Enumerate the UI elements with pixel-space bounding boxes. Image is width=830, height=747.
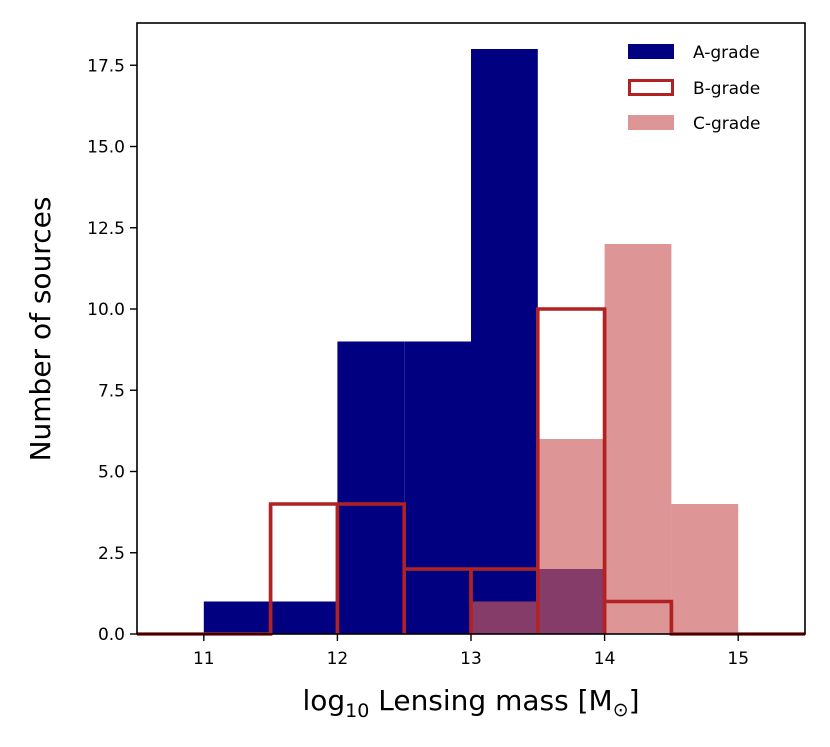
legend-swatch-a-grade xyxy=(628,44,674,59)
y-tick-label: 17.5 xyxy=(87,56,125,76)
c-grade-bars xyxy=(471,244,739,634)
c-grade-bar-5 xyxy=(471,601,538,634)
x-tick-label: 12 xyxy=(327,649,349,669)
x-tick-label: 13 xyxy=(460,649,482,669)
x-axis: 11 12 13 14 15 xyxy=(193,634,749,669)
x-tick-label: 11 xyxy=(193,649,215,669)
a-grade-bar-5 xyxy=(471,49,538,634)
c-grade-bar-8 xyxy=(671,504,739,634)
legend: A-grade B-grade C-grade xyxy=(628,43,760,134)
y-tick-label: 2.5 xyxy=(98,544,125,564)
y-tick-label: 0.0 xyxy=(98,625,125,645)
a-grade-bar-3 xyxy=(337,341,405,634)
y-tick-label: 15.0 xyxy=(87,138,125,158)
y-axis-label: Number of sources xyxy=(24,197,57,462)
c-grade-bar-6 xyxy=(537,439,605,634)
y-tick-label: 10.0 xyxy=(87,300,125,320)
legend-label-a-grade: A-grade xyxy=(693,43,760,63)
x-tick-label: 15 xyxy=(727,649,749,669)
x-axis-label: log10 Lensing mass [M⊙] xyxy=(302,684,639,722)
legend-label-c-grade: C-grade xyxy=(693,114,760,134)
legend-label-b-grade: B-grade xyxy=(693,79,760,99)
x-tick-label: 14 xyxy=(594,649,616,669)
legend-swatch-c-grade xyxy=(628,115,674,130)
a-grade-bars xyxy=(203,49,605,634)
a-grade-bar-1 xyxy=(203,601,271,634)
a-grade-bar-2 xyxy=(270,601,338,634)
a-grade-bar-4 xyxy=(404,341,471,634)
b-grade-step xyxy=(137,307,805,636)
y-tick-label: 5.0 xyxy=(98,463,125,483)
legend-swatch-b-grade xyxy=(628,79,674,96)
y-tick-label: 7.5 xyxy=(98,381,125,401)
y-tick-label: 12.5 xyxy=(87,219,125,239)
c-grade-bar-7 xyxy=(604,244,672,634)
y-axis: 0.0 2.5 5.0 7.5 10.0 12.5 15.0 17.5 xyxy=(87,56,137,645)
